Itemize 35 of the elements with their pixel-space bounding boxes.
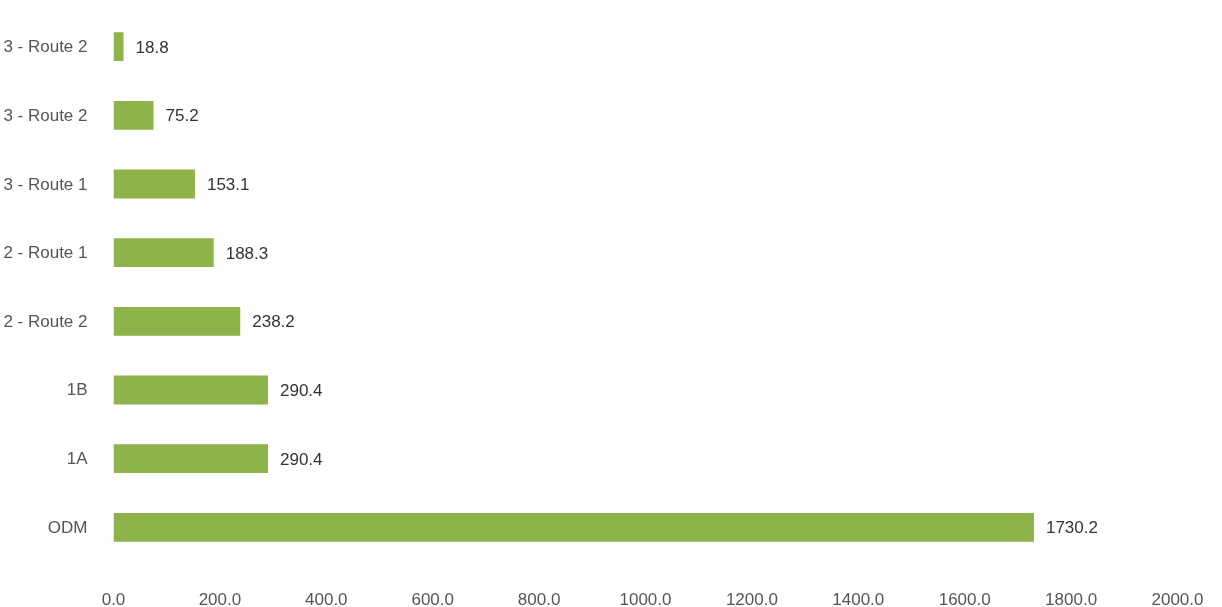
data-label: 1730.2 <box>1045 518 1098 538</box>
x-tick-label: 1000.0 <box>619 589 672 607</box>
x-tick-label: 1200.0 <box>725 589 778 607</box>
data-label: 238.2 <box>252 312 295 332</box>
x-tick-label: 2000.0 <box>1151 589 1204 607</box>
x-tick-label: 1600.0 <box>938 589 991 607</box>
x-tick-label: 400.0 <box>305 589 348 607</box>
bar <box>113 306 241 336</box>
y-tick-label: 3 - Route 1 <box>3 174 88 194</box>
bar <box>113 238 214 268</box>
data-label: 290.4 <box>279 380 323 400</box>
x-tick-label: 800.0 <box>517 589 561 607</box>
data-label: 290.4 <box>279 449 323 469</box>
x-tick-label: 1800.0 <box>1045 589 1098 607</box>
x-tick-label: 600.0 <box>411 589 454 607</box>
data-label: 75.2 <box>165 106 199 126</box>
bar <box>113 444 268 474</box>
y-tick-label: 1B <box>66 380 88 400</box>
x-tick-label: 200.0 <box>198 589 242 607</box>
y-tick-label: 2 - Route 1 <box>3 243 88 263</box>
x-tick-label: 1400.0 <box>832 589 885 607</box>
x-tick-label: 0.0 <box>101 589 126 607</box>
data-label: 18.8 <box>135 37 169 57</box>
y-tick-label: 2 - Route 2 <box>3 311 88 331</box>
y-tick-label: 3 - Route 2 <box>3 37 88 57</box>
y-tick-label: 1A <box>66 449 89 469</box>
y-tick-label: ODM <box>47 517 88 537</box>
bar <box>113 100 154 130</box>
bar <box>113 375 268 405</box>
bar <box>113 169 195 199</box>
data-label: 153.1 <box>206 175 250 195</box>
bar <box>113 512 1034 542</box>
data-label: 188.3 <box>225 243 269 263</box>
bar <box>113 32 124 62</box>
y-tick-label: 3 - Route 2 <box>3 105 88 125</box>
